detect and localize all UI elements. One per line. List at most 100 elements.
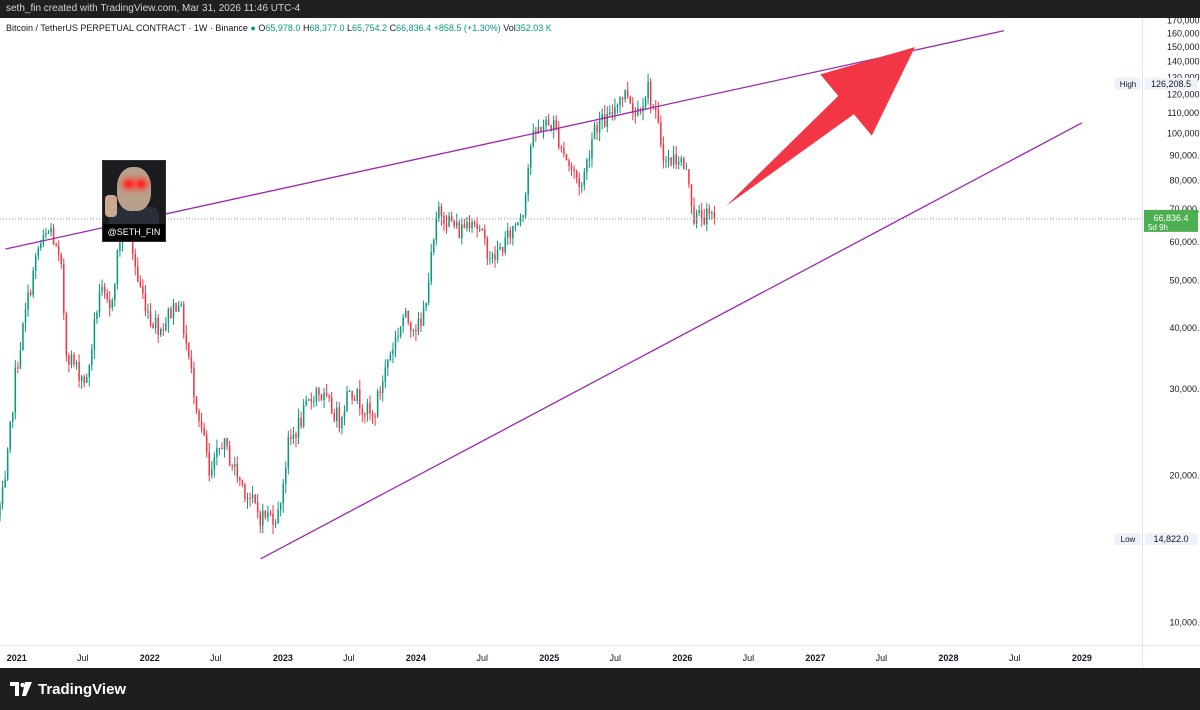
attribution-bar: seth_fin created with TradingView.com, M… bbox=[0, 0, 1200, 18]
x-tick-label: Jul bbox=[610, 653, 622, 663]
candle-body bbox=[73, 354, 75, 365]
candle-body bbox=[700, 210, 703, 218]
candle-body bbox=[389, 354, 392, 360]
candle-body bbox=[341, 417, 343, 429]
candle-body bbox=[228, 445, 231, 466]
candle-body bbox=[195, 397, 198, 411]
candle-body bbox=[292, 434, 295, 439]
candle-body bbox=[369, 403, 371, 414]
y-tick-label: 60,000.0 bbox=[1169, 237, 1200, 247]
candle-body bbox=[287, 436, 290, 468]
candle-body bbox=[106, 293, 108, 300]
candle-body bbox=[88, 365, 91, 377]
candle-body bbox=[78, 362, 80, 381]
chart-legend: Bitcoin / TetherUS PERPETUAL CONTRACT · … bbox=[6, 23, 552, 33]
candle-body bbox=[198, 410, 200, 421]
y-tick-label: 150,000.0 bbox=[1167, 42, 1200, 52]
author-avatar: @SETH_FIN bbox=[102, 160, 166, 242]
candle-body bbox=[251, 494, 254, 498]
candle-body bbox=[711, 212, 713, 214]
candle-body bbox=[626, 90, 629, 97]
candle-body bbox=[40, 243, 42, 248]
candle-body bbox=[586, 159, 588, 172]
candle-body bbox=[491, 254, 494, 259]
y-tick-label: 70,000.0 bbox=[1169, 204, 1200, 214]
x-tick-label: 2026 bbox=[672, 653, 692, 663]
channel-lower-line bbox=[260, 122, 1083, 560]
candle-body bbox=[14, 367, 17, 413]
candle-body bbox=[305, 400, 307, 405]
x-tick-label: 2028 bbox=[938, 653, 958, 663]
candle-body bbox=[387, 359, 389, 368]
candle-body bbox=[649, 82, 652, 107]
candle-body bbox=[19, 350, 22, 369]
candle-body bbox=[468, 222, 471, 229]
y-tick-label: 170,000.0 bbox=[1167, 18, 1200, 25]
y-tick-label: 120,000.0 bbox=[1167, 90, 1200, 100]
candle-body bbox=[259, 512, 262, 526]
candle-body bbox=[706, 208, 708, 225]
x-tick-label: 2023 bbox=[273, 653, 293, 663]
candle-body bbox=[47, 232, 50, 234]
candle-body bbox=[399, 326, 402, 337]
candle-body bbox=[91, 349, 93, 366]
candle-body bbox=[37, 247, 40, 256]
close-value: 66,836.4 bbox=[396, 23, 432, 33]
candle-body bbox=[466, 222, 468, 229]
tradingview-logo[interactable]: TradingView bbox=[10, 680, 126, 698]
candle-body bbox=[675, 154, 677, 165]
brand-name: TradingView bbox=[38, 680, 127, 698]
candle-body bbox=[75, 362, 78, 365]
candle-body bbox=[139, 281, 142, 287]
candle-body bbox=[504, 237, 506, 253]
candle-body bbox=[167, 308, 170, 324]
y-tick-label: 30,000.0 bbox=[1169, 384, 1200, 394]
candle-body bbox=[660, 122, 662, 145]
low-value-tag-bg bbox=[1145, 532, 1197, 545]
candle-body bbox=[285, 467, 287, 484]
chart-area[interactable]: 10,000.0 20,000.0 30,000.0 40,000.0 50,000.0… bbox=[0, 18, 1200, 668]
candle-body bbox=[366, 403, 369, 415]
candle-body bbox=[223, 438, 226, 450]
candle-body bbox=[683, 158, 685, 170]
candle-body bbox=[713, 212, 716, 219]
candle-body bbox=[63, 264, 65, 314]
candle-body bbox=[552, 120, 555, 131]
y-tick-label: 80,000.0 bbox=[1169, 176, 1200, 186]
candle-body bbox=[256, 502, 259, 513]
symbol-title: Bitcoin / TetherUS PERPETUAL CONTRACT · … bbox=[6, 23, 248, 33]
candle-body bbox=[55, 244, 57, 246]
candle-body bbox=[519, 217, 522, 223]
candle-body bbox=[279, 503, 282, 510]
y-tick-label: 10,000.0 bbox=[1169, 618, 1200, 628]
candle-body bbox=[165, 323, 167, 331]
last-price-tag-bg bbox=[1144, 209, 1198, 232]
candle-body bbox=[593, 125, 596, 140]
candle-body bbox=[101, 286, 103, 292]
candle-body bbox=[83, 376, 85, 383]
candle-body bbox=[302, 404, 305, 427]
tradingview-logo-icon bbox=[10, 682, 32, 696]
candle-body bbox=[246, 497, 249, 500]
candle-body bbox=[300, 417, 302, 427]
candle-body bbox=[32, 270, 34, 296]
candle-body bbox=[364, 414, 366, 416]
candle-body bbox=[0, 504, 1, 517]
candle-body bbox=[111, 300, 114, 309]
laser-eye-left-icon bbox=[125, 181, 133, 187]
candle-body bbox=[662, 144, 665, 161]
candle-body bbox=[476, 224, 478, 229]
candle-body bbox=[134, 253, 136, 267]
candle-body bbox=[4, 479, 6, 488]
price-chart[interactable]: 10,000.0 20,000.0 30,000.0 40,000.0 50,000.0… bbox=[0, 18, 1200, 668]
candle-body bbox=[356, 389, 358, 401]
candle-body bbox=[407, 310, 410, 323]
candle-body bbox=[703, 217, 705, 225]
candle-body bbox=[619, 97, 621, 106]
candle-body bbox=[137, 266, 139, 282]
candle-body bbox=[188, 343, 190, 358]
candle-body bbox=[514, 225, 517, 227]
candle-body bbox=[445, 223, 448, 227]
candle-body bbox=[404, 310, 407, 318]
candle-body bbox=[68, 355, 70, 365]
